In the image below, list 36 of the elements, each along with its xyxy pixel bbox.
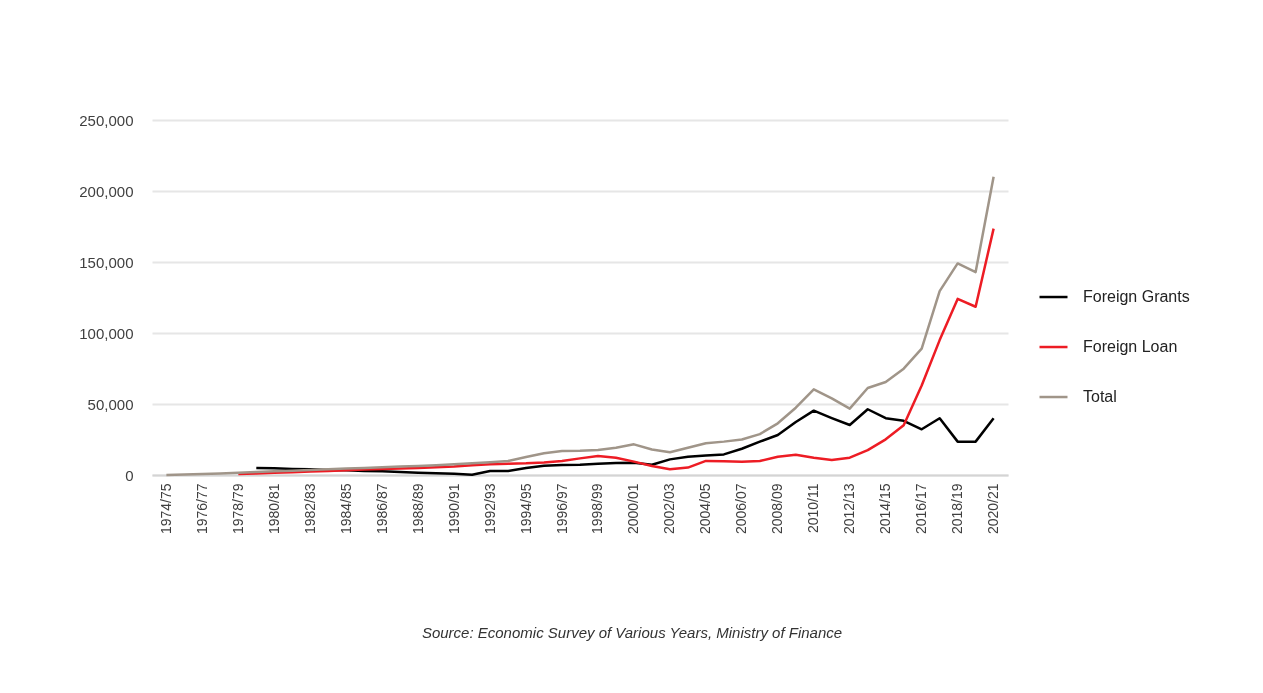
x-tick-label: 1994/95 <box>517 483 534 535</box>
y-tick-label: 50,000 <box>87 395 134 413</box>
x-tick-label: 1998/99 <box>589 483 606 535</box>
x-tick-label: 2014/15 <box>877 483 894 535</box>
x-tick-label: 1986/87 <box>373 483 390 535</box>
x-tick-label: 2016/17 <box>913 483 930 535</box>
y-tick-label: 200,000 <box>79 182 134 200</box>
y-tick-label: 150,000 <box>79 253 134 271</box>
x-tick-label: 2006/07 <box>733 483 750 535</box>
legend-label: Foreign Grants <box>1083 288 1190 306</box>
legend-label: Foreign Loan <box>1083 338 1178 356</box>
x-tick-label: 2004/05 <box>697 483 714 535</box>
y-tick-label: 0 <box>125 466 134 484</box>
x-tick-label: 2010/11 <box>805 483 822 534</box>
x-tick-label: 2000/01 <box>625 483 642 535</box>
x-tick-label: 1996/97 <box>553 483 570 535</box>
x-tick-label: 1988/89 <box>409 483 426 535</box>
x-tick-label: 1980/81 <box>265 483 282 535</box>
line-series <box>165 175 995 477</box>
source-note: Source: Economic Survey of Various Years, Ministry of Finance <box>421 623 843 641</box>
x-tick-label: 2020/21 <box>985 483 1002 535</box>
x-tick-label: 1974/75 <box>157 483 174 535</box>
x-tick-label: 1990/91 <box>445 483 462 535</box>
line-series <box>237 227 995 476</box>
y-tick-label: 100,000 <box>79 324 134 342</box>
x-tick-label: 1978/79 <box>229 483 246 535</box>
x-tick-label: 2008/09 <box>769 483 786 535</box>
x-tick-label: 2018/19 <box>949 483 966 535</box>
legend-label: Total <box>1083 388 1117 406</box>
x-tick-label: 1992/93 <box>481 483 498 535</box>
y-tick-label: 250,000 <box>79 111 134 129</box>
x-tick-label: 2012/13 <box>841 483 858 535</box>
x-tick-label: 1982/83 <box>301 483 318 535</box>
x-tick-label: 1976/77 <box>193 483 210 535</box>
x-tick-label: 1984/85 <box>337 483 354 535</box>
x-tick-label: 2002/03 <box>661 483 678 535</box>
